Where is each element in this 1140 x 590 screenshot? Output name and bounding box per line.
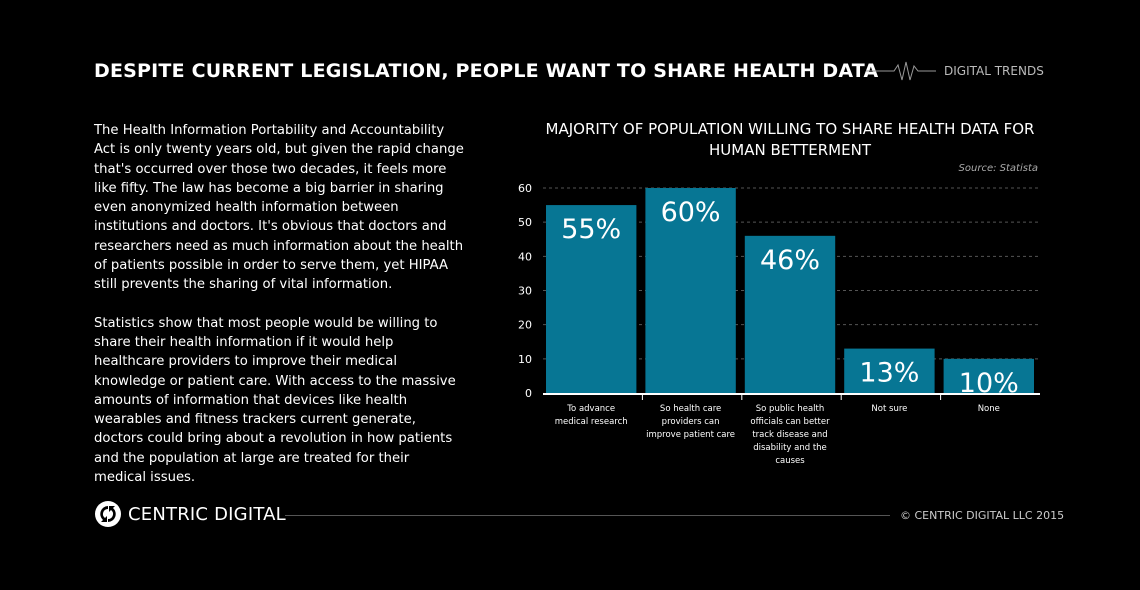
chart-source: Source: Statista: [958, 163, 1038, 174]
x-tick-label: causes: [775, 456, 805, 466]
bar: [943, 358, 1034, 393]
paragraph: Statistics show that most people would b…: [94, 315, 456, 486]
x-tick-label: None: [978, 404, 1000, 414]
y-tick-label: 40: [518, 250, 532, 263]
copyright: © CENTRIC DIGITAL LLC 2015: [900, 509, 1065, 522]
centric-logo-icon: [95, 501, 121, 527]
x-tick-label: officials can better: [750, 417, 830, 427]
y-tick-label: 20: [518, 319, 532, 332]
x-tick-label: So health care: [660, 404, 721, 414]
x-tick-label: So public health: [756, 404, 824, 414]
centric-digital-logo: CENTRIC DIGITAL: [94, 500, 286, 528]
y-tick-label: 50: [518, 216, 532, 229]
bar: [844, 348, 935, 393]
data-label: 55%: [561, 214, 621, 245]
bar: [645, 188, 736, 393]
chart-title: MAJORITY OF POPULATION WILLING TO SHARE …: [545, 120, 1035, 159]
y-tick-label: 10: [518, 353, 532, 366]
heartbeat-icon: [866, 61, 936, 81]
x-tick-label: disability and the: [753, 443, 827, 453]
article-text: The Health Information Portability and A…: [94, 121, 464, 506]
data-label: 46%: [760, 245, 820, 276]
data-label: 13%: [859, 358, 919, 389]
y-tick-label: 0: [525, 387, 532, 400]
y-tick-label: 30: [518, 285, 532, 298]
x-tick-label: Not sure: [871, 404, 907, 414]
bar: [744, 235, 836, 393]
footer-divider: [285, 515, 890, 516]
footer-brand: CENTRIC DIGITAL: [128, 503, 286, 525]
x-tick-label: improve patient care: [646, 430, 735, 440]
data-label: 60%: [661, 197, 721, 228]
paragraph: The Health Information Portability and A…: [94, 123, 464, 293]
digital-trends-brand: DIGITAL TRENDS: [866, 60, 1044, 82]
x-tick-label: track disease and: [752, 430, 827, 440]
bar: [546, 205, 637, 393]
x-tick-label: medical research: [555, 417, 628, 427]
page-title: DESPITE CURRENT LEGISLATION, PEOPLE WANT…: [94, 60, 879, 82]
brand-label: DIGITAL TRENDS: [944, 64, 1044, 78]
y-tick-label: 60: [518, 182, 532, 195]
x-tick-label: To advance: [566, 404, 615, 414]
x-tick-label: providers can: [662, 417, 720, 427]
